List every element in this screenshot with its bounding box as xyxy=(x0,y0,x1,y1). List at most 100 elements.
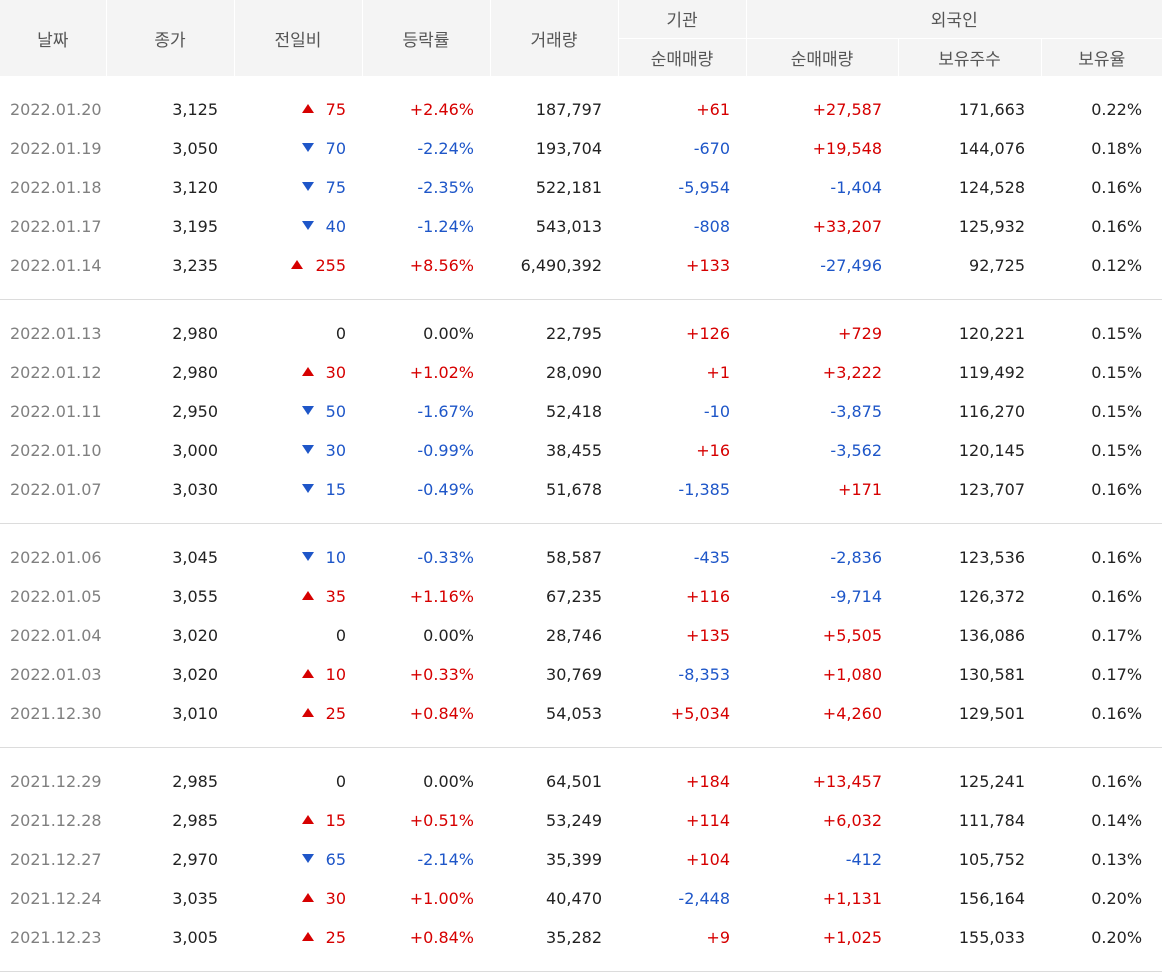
row-close: 3,020 xyxy=(172,665,218,684)
row-foreign-hold: 136,086 xyxy=(958,626,1025,645)
row-date: 2022.01.06 xyxy=(10,548,102,567)
row-diff-value: 0 xyxy=(335,772,346,791)
row-diff-value: 10 xyxy=(325,665,346,684)
row-institution-net: -2,448 xyxy=(678,889,730,908)
row-foreign-ratio: 0.18% xyxy=(1091,139,1143,158)
down-arrow-icon xyxy=(301,182,314,191)
group-spacer xyxy=(0,300,1162,315)
row-diff: 75 xyxy=(234,90,362,129)
row-close: 2,985 xyxy=(172,811,218,830)
row-foreign-net: +27,587 xyxy=(812,100,882,119)
header-rate: 등락률 xyxy=(361,0,490,76)
row-volume: 6,490,392 xyxy=(520,256,602,275)
row-institution-net: +9 xyxy=(706,928,730,947)
row-institution-net: +126 xyxy=(686,324,730,343)
row-foreign-net: -9,714 xyxy=(830,587,882,606)
header-foreign-ratio: 보유율 xyxy=(1040,38,1162,76)
row-rate: 0.00% xyxy=(423,626,474,645)
table-row: 2022.01.17 3,195 40 -1.24% 543,013 -808 +33,20… xyxy=(0,207,1162,246)
row-foreign-ratio: 0.15% xyxy=(1091,324,1143,343)
header-institution-net: 순매매량 xyxy=(617,38,746,76)
row-date: 2022.01.17 xyxy=(10,217,102,236)
row-rate: -2.24% xyxy=(417,139,474,158)
table-row: 2022.01.20 3,125 75 +2.46% 187,797 +61 +27,587… xyxy=(0,90,1162,129)
row-rate: +0.51% xyxy=(409,811,474,830)
row-foreign-net: +4,260 xyxy=(822,704,882,723)
row-date: 2021.12.23 xyxy=(10,928,102,947)
row-foreign-hold: 92,725 xyxy=(969,256,1025,275)
row-rate: -0.33% xyxy=(417,548,474,567)
row-diff-value: 40 xyxy=(325,217,346,236)
row-close: 3,055 xyxy=(172,587,218,606)
row-foreign-ratio: 0.15% xyxy=(1091,402,1143,421)
row-date: 2021.12.28 xyxy=(10,811,102,830)
row-volume: 58,587 xyxy=(546,548,602,567)
row-close: 3,235 xyxy=(172,256,218,275)
table-row: 2022.01.05 3,055 35 +1.16% 67,235 +116 -9,714 1… xyxy=(0,577,1162,616)
row-date: 2022.01.12 xyxy=(10,363,102,382)
row-volume: 35,282 xyxy=(546,928,602,947)
row-diff: 0 xyxy=(234,762,362,801)
row-diff-value: 65 xyxy=(325,850,346,869)
row-volume: 67,235 xyxy=(546,587,602,606)
row-volume: 28,090 xyxy=(546,363,602,382)
row-diff-value: 15 xyxy=(325,811,346,830)
row-institution-net: -1,385 xyxy=(678,480,730,499)
table-row: 2022.01.04 3,020 0 0.00% 28,746 +135 +5,505 136… xyxy=(0,616,1162,655)
table-row: 2021.12.28 2,985 15 +0.51% 53,249 +114 +6,032 1… xyxy=(0,801,1162,840)
row-foreign-hold: 171,663 xyxy=(958,100,1025,119)
row-volume: 64,501 xyxy=(546,772,602,791)
row-foreign-ratio: 0.16% xyxy=(1091,480,1143,499)
table-row: 2022.01.13 2,980 0 0.00% 22,795 +126 +729 120,2… xyxy=(0,314,1162,353)
row-diff-value: 75 xyxy=(325,178,346,197)
row-date: 2021.12.30 xyxy=(10,704,102,723)
header-foreign-hold: 보유주수 xyxy=(897,38,1041,76)
row-foreign-net: +6,032 xyxy=(822,811,882,830)
row-rate: -1.67% xyxy=(417,402,474,421)
row-diff: 70 xyxy=(234,129,362,168)
header-diff: 전일비 xyxy=(233,0,362,76)
row-foreign-net: +1,080 xyxy=(822,665,882,684)
row-volume: 38,455 xyxy=(546,441,602,460)
row-institution-net: -808 xyxy=(693,217,730,236)
group-spacer xyxy=(0,748,1162,763)
row-institution-net: +184 xyxy=(686,772,730,791)
row-diff-value: 255 xyxy=(315,256,346,275)
row-rate: +1.02% xyxy=(409,363,474,382)
row-diff: 15 xyxy=(234,470,362,509)
row-foreign-hold: 105,752 xyxy=(958,850,1025,869)
row-rate: 0.00% xyxy=(423,324,474,343)
row-close: 3,030 xyxy=(172,480,218,499)
row-institution-net: +61 xyxy=(696,100,730,119)
table-row: 2021.12.23 3,005 25 +0.84% 35,282 +9 +1,025 155… xyxy=(0,918,1162,957)
row-diff-value: 30 xyxy=(325,363,346,382)
up-arrow-icon xyxy=(301,708,314,717)
row-rate: +0.84% xyxy=(409,928,474,947)
row-institution-net: -5,954 xyxy=(678,178,730,197)
row-foreign-ratio: 0.16% xyxy=(1091,772,1143,791)
group-divider xyxy=(0,285,1162,300)
header-institution-group: 기관 xyxy=(617,0,746,39)
table-row: 2022.01.19 3,050 70 -2.24% 193,704 -670 +19,54… xyxy=(0,129,1162,168)
row-foreign-net: +1,131 xyxy=(822,889,882,908)
row-institution-net: +116 xyxy=(686,587,730,606)
row-foreign-net: -3,875 xyxy=(830,402,882,421)
row-diff-value: 25 xyxy=(325,704,346,723)
row-foreign-ratio: 0.17% xyxy=(1091,665,1143,684)
up-arrow-icon xyxy=(301,932,314,941)
row-institution-net: +104 xyxy=(686,850,730,869)
row-diff: 255 xyxy=(234,246,362,285)
row-rate: +0.84% xyxy=(409,704,474,723)
row-diff-value: 10 xyxy=(325,548,346,567)
row-foreign-hold: 156,164 xyxy=(958,889,1025,908)
row-diff-value: 0 xyxy=(335,626,346,645)
row-volume: 193,704 xyxy=(535,139,602,158)
table-row: 2021.12.30 3,010 25 +0.84% 54,053 +5,034 +4,26… xyxy=(0,694,1162,733)
row-foreign-hold: 125,241 xyxy=(958,772,1025,791)
row-diff: 50 xyxy=(234,392,362,431)
table-row: 2021.12.24 3,035 30 +1.00% 40,470 -2,448 +1,13… xyxy=(0,879,1162,918)
row-diff: 30 xyxy=(234,879,362,918)
row-volume: 52,418 xyxy=(546,402,602,421)
row-diff: 10 xyxy=(234,655,362,694)
row-foreign-net: +1,025 xyxy=(822,928,882,947)
